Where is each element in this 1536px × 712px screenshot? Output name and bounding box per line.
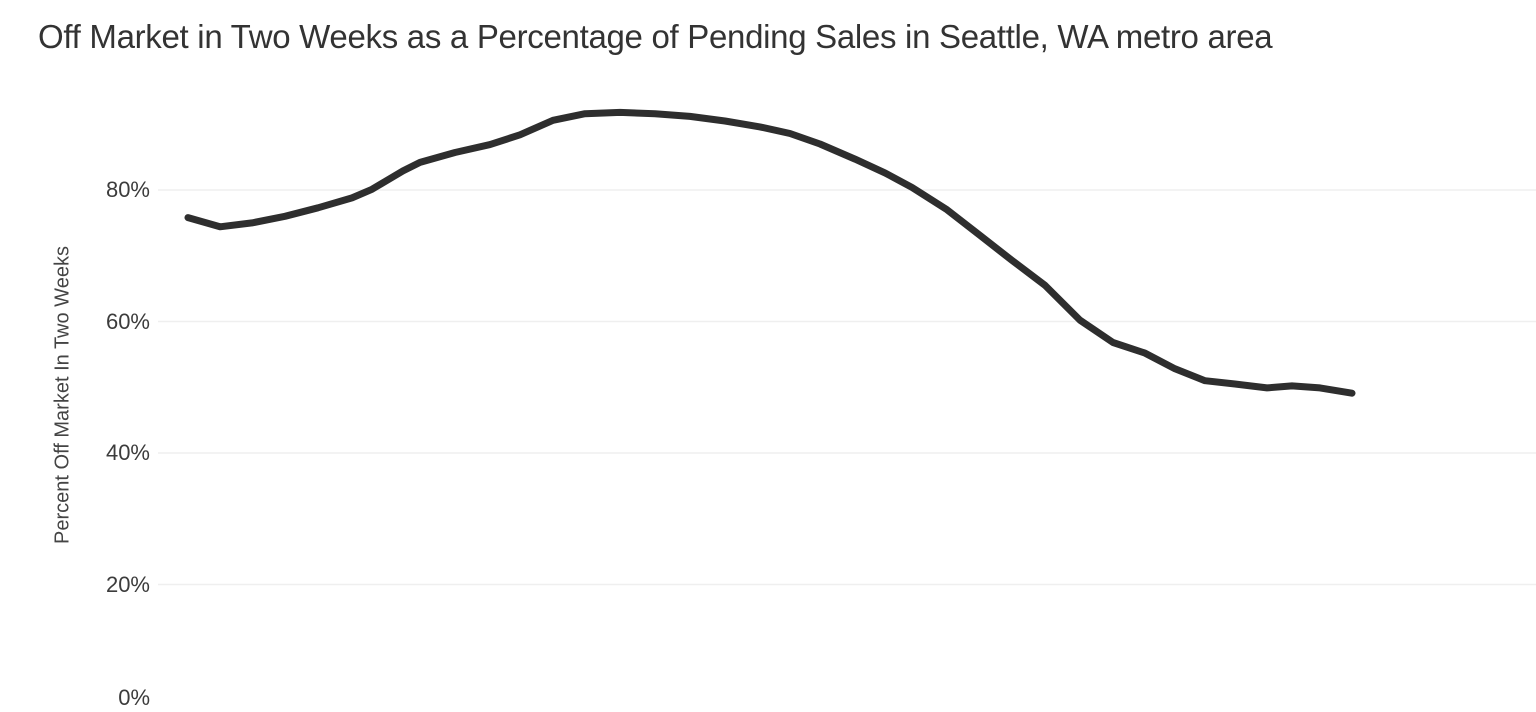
trend-line [184,108,1356,397]
y-tick-label: 60% [105,308,150,334]
y-tick-label: 0% [118,685,150,710]
chart-title: Off Market in Two Weeks as a Percentage … [38,18,1273,55]
y-tick-label: 20% [105,571,150,597]
y-tick-label: 40% [105,440,150,465]
y-tick-label: 80% [105,177,150,202]
